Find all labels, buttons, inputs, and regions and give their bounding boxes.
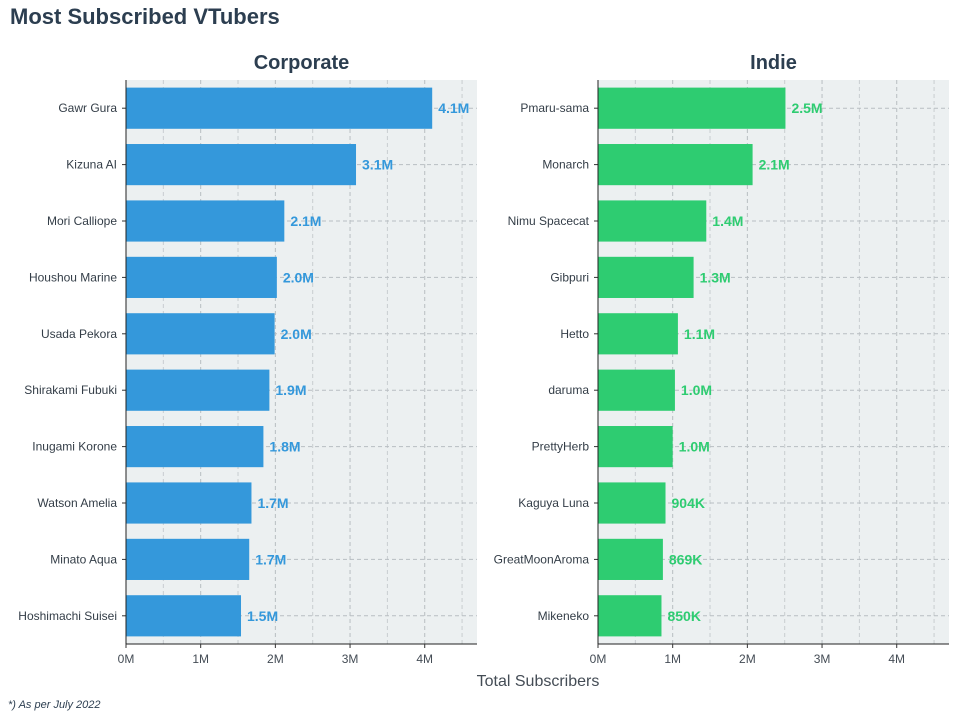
value-label-corporate: 1.5M — [247, 608, 278, 624]
value-label-indie: 1.4M — [712, 213, 743, 229]
x-tick-label-indie: 1M — [664, 652, 681, 666]
bar-indie — [598, 144, 753, 186]
x-tick-label-corporate: 4M — [416, 652, 433, 666]
value-label-indie: 2.1M — [759, 157, 790, 173]
bar-corporate — [126, 200, 285, 242]
value-label-indie: 869K — [669, 551, 702, 567]
category-label-corporate: Gawr Gura — [58, 101, 117, 115]
x-tick-label-indie: 2M — [739, 652, 756, 666]
x-tick-label-corporate: 1M — [192, 652, 209, 666]
category-label-corporate: Usada Pekora — [41, 327, 117, 341]
value-label-indie: 1.0M — [681, 382, 712, 398]
bar-indie — [598, 482, 666, 524]
value-label-indie: 2.5M — [791, 100, 822, 116]
panel-title-corporate: Corporate — [253, 52, 350, 74]
value-label-corporate: 2.0M — [281, 326, 312, 342]
bar-corporate — [126, 369, 270, 411]
value-label-corporate: 3.1M — [362, 157, 393, 173]
value-label-indie: 1.0M — [679, 439, 710, 455]
category-label-corporate: Shirakami Fubuki — [24, 383, 117, 397]
category-label-corporate: Minato Aqua — [50, 552, 117, 566]
category-label-corporate: Watson Amelia — [37, 496, 117, 510]
category-label-indie: GreatMoonAroma — [494, 552, 590, 566]
x-tick-label-corporate: 0M — [118, 652, 135, 666]
x-tick-label-indie: 0M — [590, 652, 607, 666]
bar-corporate — [126, 538, 250, 580]
category-label-corporate: Inugami Korone — [32, 440, 117, 454]
bar-indie — [598, 256, 694, 298]
category-label-corporate: Mori Calliope — [47, 214, 117, 228]
category-label-indie: PrettyHerb — [532, 440, 590, 454]
bar-corporate — [126, 87, 433, 129]
bar-indie — [598, 426, 673, 468]
bar-indie — [598, 369, 675, 411]
category-label-indie: Monarch — [542, 158, 589, 172]
bar-corporate — [126, 426, 264, 468]
value-label-indie: 850K — [667, 608, 700, 624]
x-tick-label-indie: 4M — [888, 652, 905, 666]
x-axis-label: Total Subscribers — [476, 673, 600, 690]
bar-indie — [598, 200, 707, 242]
category-label-indie: Nimu Spacecat — [508, 214, 590, 228]
bar-indie — [598, 595, 662, 637]
bar-indie — [598, 87, 786, 129]
category-label-indie: Mikeneko — [538, 609, 590, 623]
x-tick-label-indie: 3M — [814, 652, 831, 666]
category-label-indie: Hetto — [560, 327, 589, 341]
value-label-corporate: 4.1M — [438, 100, 469, 116]
value-label-corporate: 2.1M — [290, 213, 321, 229]
value-label-corporate: 1.7M — [255, 551, 286, 567]
category-label-indie: Kaguya Luna — [518, 496, 589, 510]
category-label-indie: Pmaru-sama — [520, 101, 589, 115]
bar-indie — [598, 313, 678, 355]
value-label-corporate: 1.7M — [257, 495, 288, 511]
value-label-indie: 1.3M — [700, 269, 731, 285]
panel-title-indie: Indie — [750, 52, 797, 74]
value-label-corporate: 1.9M — [275, 382, 306, 398]
value-label-indie: 1.1M — [684, 326, 715, 342]
category-label-indie: daruma — [548, 383, 589, 397]
chart-title: Most Subscribed VTubers — [10, 4, 280, 29]
bar-corporate — [126, 313, 275, 355]
value-label-indie: 904K — [672, 495, 705, 511]
x-tick-label-corporate: 2M — [267, 652, 284, 666]
category-label-indie: Gibpuri — [550, 270, 589, 284]
x-tick-label-corporate: 3M — [342, 652, 359, 666]
category-label-corporate: Houshou Marine — [29, 270, 117, 284]
value-label-corporate: 1.8M — [269, 439, 300, 455]
category-label-corporate: Kizuna AI — [66, 158, 117, 172]
bar-corporate — [126, 482, 252, 524]
category-label-corporate: Hoshimachi Suisei — [18, 609, 117, 623]
bar-corporate — [126, 144, 357, 186]
bar-indie — [598, 538, 663, 580]
footnote: *) As per July 2022 — [8, 699, 101, 711]
bar-corporate — [126, 256, 277, 298]
bar-corporate — [126, 595, 242, 637]
value-label-corporate: 2.0M — [283, 269, 314, 285]
